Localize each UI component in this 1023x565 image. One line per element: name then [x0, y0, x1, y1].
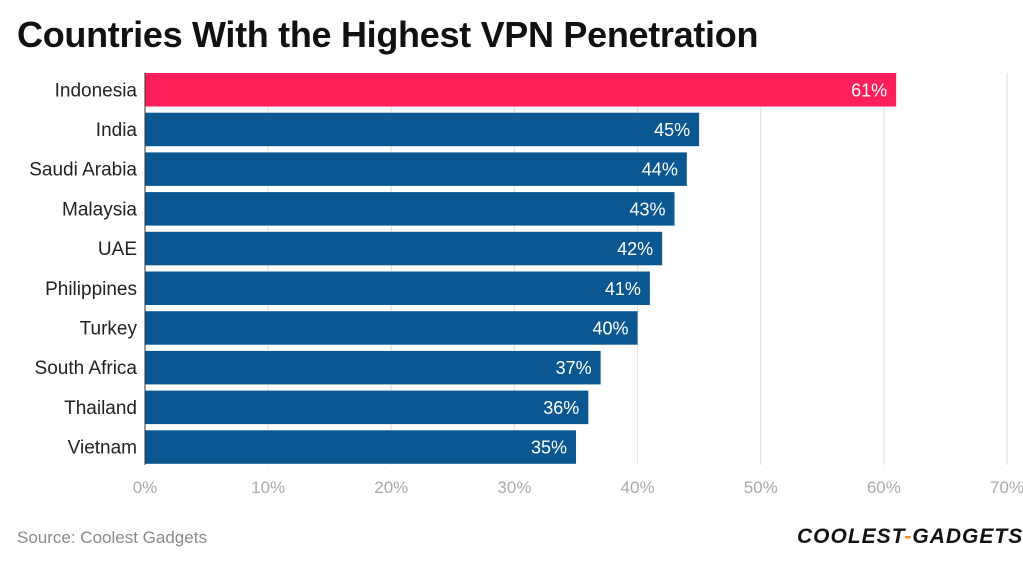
bar	[145, 350, 601, 385]
x-tick-label: 0%	[133, 478, 158, 497]
category-label: Saudi Arabia	[29, 160, 137, 181]
category-label: Malaysia	[62, 199, 137, 220]
data-label: 43%	[629, 199, 665, 219]
data-label: 45%	[654, 120, 690, 140]
data-label: 37%	[556, 358, 592, 378]
data-label: 61%	[851, 80, 887, 100]
category-label: South Africa	[35, 358, 138, 379]
x-tick-label: 40%	[621, 478, 655, 497]
brand-logo-separator: -	[904, 525, 913, 548]
x-tick-label: 30%	[497, 478, 531, 497]
category-label: UAE	[98, 239, 137, 260]
data-label: 42%	[617, 239, 653, 259]
category-label: India	[96, 120, 138, 141]
brand-logo-left: COOLEST	[797, 525, 905, 548]
data-label: 41%	[605, 279, 641, 299]
x-tick-label: 70%	[990, 478, 1023, 497]
x-tick-label: 50%	[744, 478, 778, 497]
x-tick-label: 20%	[374, 478, 408, 497]
data-label: 40%	[593, 318, 629, 338]
bar	[145, 152, 687, 186]
bar	[145, 430, 576, 464]
data-label: 35%	[531, 438, 567, 458]
bar	[145, 311, 638, 345]
bar	[145, 112, 700, 147]
bar	[145, 271, 650, 305]
category-label: Turkey	[80, 318, 138, 339]
bar	[145, 73, 897, 107]
source-note: Source: Coolest Gadgets	[17, 528, 207, 547]
chart-title: Countries With the Highest VPN Penetrati…	[17, 14, 759, 55]
x-tick-label: 10%	[251, 478, 285, 497]
data-label: 36%	[543, 398, 579, 418]
brand-logo: COOLEST-GADGETS	[797, 525, 1023, 549]
category-label: Vietnam	[68, 438, 137, 459]
bar	[145, 231, 663, 266]
category-label: Philippines	[45, 279, 137, 300]
brand-logo-right: GADGETS	[912, 525, 1023, 548]
bar	[145, 192, 675, 226]
category-label: Thailand	[64, 398, 137, 419]
category-label: Indonesia	[55, 80, 138, 101]
bar	[145, 390, 589, 425]
data-label: 44%	[642, 160, 678, 180]
x-tick-label: 60%	[867, 478, 901, 497]
